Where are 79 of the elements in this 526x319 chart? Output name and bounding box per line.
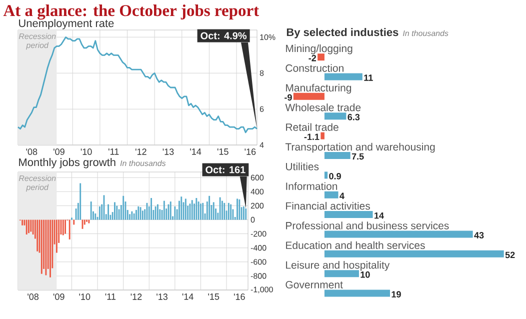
y-tick-label: 6 bbox=[260, 106, 264, 112]
x-tick-label: '08 bbox=[28, 294, 39, 300]
x-tick-label: '12 bbox=[130, 294, 142, 300]
y-tick-label: Construction bbox=[286, 64, 344, 72]
y-tick-label: Financial activities bbox=[286, 202, 370, 210]
bar bbox=[324, 172, 328, 179]
y-tick-label: Transportation and warehousing bbox=[285, 142, 435, 153]
data-label: 14 bbox=[374, 212, 384, 219]
data-label: 0.9 bbox=[329, 172, 341, 180]
annotation: Oct: 4.9% bbox=[200, 32, 247, 40]
y-tick-label: -1,000 bbox=[250, 286, 273, 294]
x-tick-label: '14 bbox=[182, 294, 194, 300]
x-tick-label: '10 bbox=[80, 148, 92, 155]
x-tick-label: '15 bbox=[208, 294, 220, 300]
y-tick-label: -600 bbox=[250, 259, 266, 265]
bar bbox=[324, 112, 346, 120]
data-label: 10 bbox=[360, 271, 370, 278]
y-tick-label: Professional and business services bbox=[286, 222, 449, 230]
chart-title: By selected industies bbox=[286, 28, 398, 38]
y-tick-label: Wholesale trade bbox=[285, 104, 361, 112]
x-tick-label: '11 bbox=[108, 148, 119, 155]
band-label: Recession period bbox=[18, 33, 56, 50]
bar bbox=[324, 211, 373, 218]
data-label: -2 bbox=[308, 54, 316, 62]
y-tick-label: 200 bbox=[250, 202, 264, 209]
bar bbox=[324, 230, 473, 238]
data-label: -1.1 bbox=[304, 134, 320, 140]
bar bbox=[324, 191, 338, 198]
data-label: -9 bbox=[284, 94, 292, 101]
x-tick-label: '09 bbox=[53, 294, 64, 300]
y-tick-label: Manufacturing bbox=[286, 84, 352, 94]
bar bbox=[293, 92, 324, 100]
y-tick-label: 0 bbox=[250, 216, 255, 223]
y-tick-label: 10% bbox=[260, 34, 276, 40]
x-tick-label: '08 bbox=[26, 148, 38, 155]
chart-subtitle: In thousands bbox=[120, 160, 166, 166]
chart-title: At a glance: the October jobs report bbox=[3, 4, 259, 20]
bar bbox=[324, 152, 350, 159]
y-tick-label: Government bbox=[286, 280, 343, 288]
y-tick-label: -400 bbox=[250, 245, 266, 251]
x-tick-label: '16 bbox=[244, 148, 256, 155]
y-tick-label: -200 bbox=[250, 230, 266, 237]
x-tick-label: '12 bbox=[136, 148, 146, 155]
y-tick-label: 4 bbox=[260, 142, 264, 148]
x-tick-label: '09 bbox=[54, 148, 64, 155]
x-tick-label: '14 bbox=[190, 148, 202, 155]
chart-title: Monthly jobs growth bbox=[19, 158, 116, 168]
y-tick-label: 600 bbox=[250, 174, 264, 180]
data-label: 7.5 bbox=[352, 153, 364, 160]
bar bbox=[318, 54, 324, 61]
bar bbox=[324, 73, 362, 80]
y-tick-label: Leisure and hospitality bbox=[286, 261, 390, 271]
x-tick-label: '15 bbox=[217, 148, 228, 155]
data-label: 43 bbox=[474, 232, 484, 238]
y-tick-label: -800 bbox=[250, 273, 266, 279]
x-tick-label: '13 bbox=[156, 294, 168, 300]
band-label: Recession period bbox=[18, 175, 56, 192]
data-label: 19 bbox=[392, 291, 401, 298]
chart-subtitle: Unemployment rate bbox=[19, 19, 114, 30]
y-tick-label: Education and health services bbox=[286, 241, 425, 250]
y-tick-label: 8 bbox=[260, 70, 264, 76]
bar bbox=[324, 270, 359, 278]
y-tick-label: 400 bbox=[250, 188, 264, 194]
bar bbox=[324, 290, 390, 297]
chart-subtitle: In thousands bbox=[403, 30, 448, 36]
y-tick-label: Mining/logging bbox=[286, 44, 352, 54]
annotation: Oct: 161 bbox=[206, 166, 246, 174]
x-tick-label: '16 bbox=[234, 294, 245, 300]
x-tick-label: '13 bbox=[162, 148, 174, 155]
data-label: 6.3 bbox=[348, 114, 360, 120]
bar bbox=[320, 132, 324, 140]
data-label: 11 bbox=[364, 74, 373, 81]
y-tick-label: Information bbox=[286, 182, 338, 190]
y-tick-label: Retail trade bbox=[286, 123, 338, 131]
bar bbox=[324, 250, 504, 258]
data-label: 52 bbox=[505, 252, 515, 258]
y-tick-label: Utilities bbox=[286, 162, 319, 170]
x-tick-label: '11 bbox=[105, 294, 116, 300]
x-tick-label: '10 bbox=[79, 294, 90, 300]
